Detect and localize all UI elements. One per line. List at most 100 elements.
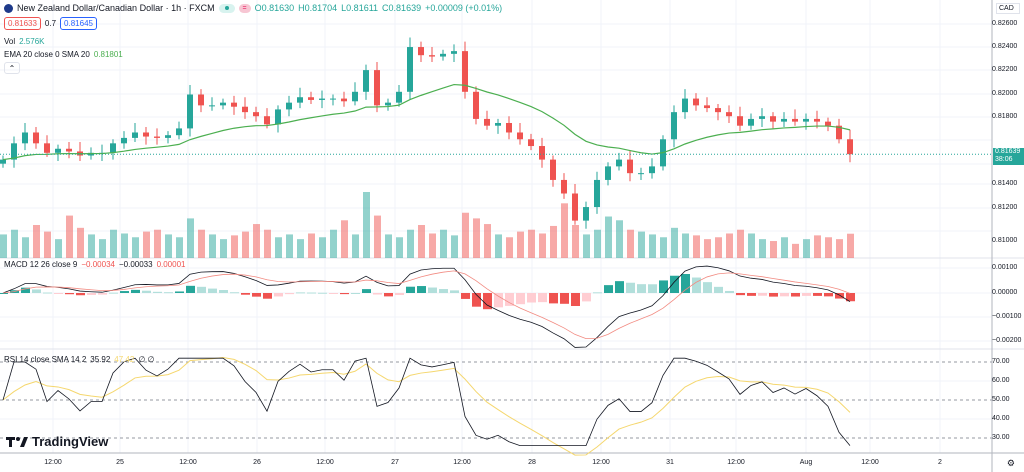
macd-histogram-bar — [65, 293, 74, 295]
chevron-up-icon[interactable]: ⌃ — [4, 62, 20, 74]
macd-histogram-bar — [21, 287, 30, 293]
candle-body — [0, 159, 6, 164]
volume-bar — [22, 237, 29, 258]
candle-body — [616, 159, 622, 167]
candle-body — [154, 136, 160, 138]
price-tick: 0.82200 — [992, 66, 1018, 73]
macd-histogram-bar — [362, 289, 371, 293]
volume-bar — [275, 237, 282, 258]
volume-bar — [616, 220, 623, 258]
candle-body — [605, 166, 611, 180]
volume-bar — [693, 235, 700, 258]
candle-body — [462, 51, 468, 92]
macd-histogram-bar — [175, 291, 184, 293]
candle-body — [110, 143, 116, 153]
macd-label: MACD 12 26 close 9 — [4, 260, 78, 269]
volume-bar — [198, 229, 205, 258]
volume-bar — [495, 234, 502, 258]
sell-button[interactable]: 0.81633 — [4, 17, 41, 30]
candle-body — [528, 139, 534, 147]
volume-bar — [649, 234, 656, 258]
volume-bar — [110, 229, 117, 258]
volume-bar — [660, 237, 667, 258]
volume-bar — [407, 229, 414, 258]
macd-histogram-bar — [428, 287, 437, 293]
time-tick: 28 — [528, 459, 536, 466]
volume-bar — [176, 237, 183, 258]
vol-value: 2.576K — [19, 37, 45, 46]
tradingview-logo[interactable]: TradingView — [6, 434, 108, 449]
candle-body — [682, 98, 688, 113]
macd-histogram-bar — [560, 293, 569, 304]
market-status-icon[interactable] — [218, 3, 235, 13]
macd-histogram-bar — [439, 289, 448, 293]
macd-histogram-bar — [527, 293, 536, 303]
macd-histogram-bar — [373, 293, 382, 295]
volume-bar — [121, 233, 128, 258]
volume-bar — [440, 229, 447, 258]
time-tick: 12:00 — [179, 459, 197, 466]
time-tick: 12:00 — [453, 459, 471, 466]
candle-body — [440, 53, 446, 57]
volume-bar — [572, 225, 579, 258]
spread: 0.7 — [44, 19, 57, 28]
volume-bar — [55, 239, 62, 258]
candle-body — [132, 132, 138, 138]
volume-bar — [374, 215, 381, 258]
rsi-line — [2, 357, 851, 447]
rsi-label: RSI 14 close SMA 14 2 — [4, 355, 87, 364]
macd-histogram-bar — [285, 293, 294, 295]
candle-body — [429, 55, 435, 57]
volume-bar — [627, 229, 634, 258]
macd-legend[interactable]: MACD 12 26 close 9 −0.00034 −0.00033 0.0… — [4, 260, 185, 269]
rsi-tick: 70.00 — [992, 358, 1010, 365]
signal-line — [2, 270, 851, 340]
macd-histogram-bar — [208, 288, 217, 293]
candle-body — [726, 112, 732, 117]
volume-legend[interactable]: Vol 2.576K — [4, 37, 44, 46]
rsi-legend[interactable]: RSI 14 close SMA 14 2 35.92 47.42 ∅ ∅ — [4, 355, 155, 364]
equals-icon[interactable]: = — [238, 3, 251, 13]
candle-body — [847, 139, 853, 155]
symbol-title[interactable]: New Zealand Dollar/Canadian Dollar · 1h … — [17, 3, 215, 13]
ema-legend[interactable]: EMA 20 close 0 SMA 20 0.81801 — [4, 50, 123, 59]
volume-bar — [253, 224, 260, 258]
macd-histogram-bar — [417, 286, 426, 293]
candle-body — [649, 166, 655, 174]
rsi-value: 35.92 — [90, 355, 111, 364]
macd-tick: 0.00100 — [992, 264, 1018, 271]
candle-body — [176, 128, 182, 136]
macd-histogram-bar — [131, 289, 140, 293]
macd-line-value: −0.00033 — [118, 260, 153, 269]
candle-body — [352, 91, 358, 102]
rsi-sma-line — [2, 357, 851, 456]
rsi-tick: 50.00 — [992, 396, 1010, 403]
time-tick: 31 — [666, 459, 674, 466]
currency-label[interactable]: CAD — [996, 3, 1020, 14]
candle-body — [704, 105, 710, 109]
candle-body — [11, 143, 17, 160]
volume-bar — [396, 237, 403, 258]
tradingview-logo-icon — [6, 436, 28, 447]
buy-button[interactable]: 0.81645 — [60, 17, 97, 30]
candle-body — [484, 118, 490, 126]
macd-histogram-bar — [241, 293, 250, 295]
candle-body — [495, 122, 501, 126]
volume-bar — [759, 239, 766, 258]
candle-body — [836, 125, 842, 140]
time-tick: 2 — [938, 459, 942, 466]
macd-histogram-bar — [835, 293, 844, 299]
candle-body — [671, 112, 677, 140]
macd-histogram-bar — [263, 293, 272, 299]
macd-histogram-bar — [87, 293, 96, 295]
ohlc-low: L0.81611 — [341, 3, 379, 13]
rsi-extra: ∅ ∅ — [138, 355, 155, 364]
candle-body — [407, 47, 413, 92]
candle-body — [715, 108, 721, 113]
volume-bar — [847, 233, 854, 258]
volume-bar — [528, 229, 535, 258]
volume-bar — [792, 243, 799, 258]
settings-icon[interactable]: ⚙ — [1006, 458, 1015, 468]
volume-bar — [506, 237, 513, 258]
